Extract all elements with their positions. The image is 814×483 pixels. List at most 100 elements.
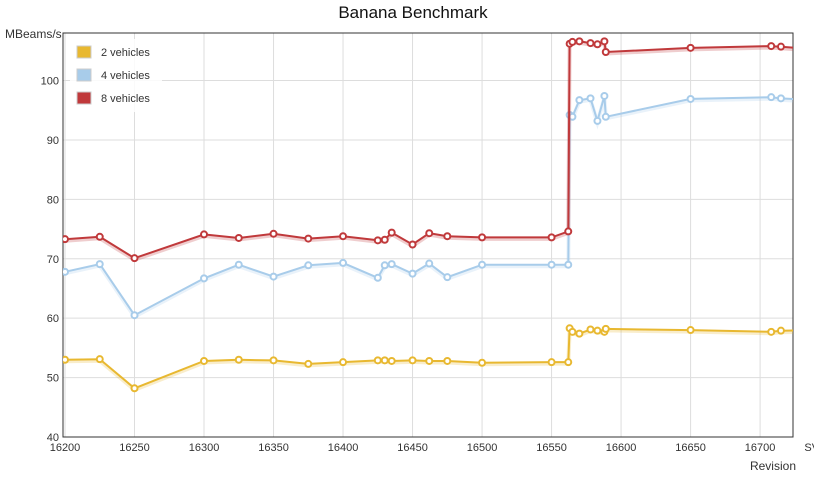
data-point xyxy=(575,96,584,105)
data-point xyxy=(269,356,278,365)
data-point xyxy=(586,94,595,103)
x-tick-label: 16600 xyxy=(606,442,637,454)
legend-label: 4 vehicles xyxy=(101,70,150,82)
y-tick-label: 90 xyxy=(47,135,59,147)
x-tick-label: 16500 xyxy=(467,442,498,454)
data-point xyxy=(387,260,396,269)
data-point xyxy=(686,43,695,52)
x-axis-ticks: 16200 16250 16300 16350 16400 16450 16500 16550… xyxy=(50,442,814,454)
data-point xyxy=(234,355,243,364)
data-point xyxy=(443,356,452,365)
data-point xyxy=(776,326,785,335)
y-axis-ticks: 40 50 60 70 80 90 100 xyxy=(41,76,59,444)
data-point xyxy=(387,356,396,365)
data-point xyxy=(63,235,69,244)
series-layer xyxy=(63,37,793,393)
series-8-vehicles xyxy=(63,37,793,263)
x-tick-label: 16200 xyxy=(50,442,81,454)
data-point xyxy=(408,269,417,278)
x-tick-label: 16700 xyxy=(745,442,776,454)
series-shadow xyxy=(64,96,793,320)
data-point xyxy=(575,37,584,46)
data-point xyxy=(373,236,382,245)
y-tick-label: 60 xyxy=(47,313,59,325)
data-point xyxy=(478,233,487,242)
y-tick-label: 100 xyxy=(41,76,59,88)
legend-swatch xyxy=(76,68,92,82)
data-point xyxy=(95,232,104,241)
data-point xyxy=(425,356,434,365)
series-4-vehicles xyxy=(63,91,793,320)
data-point xyxy=(547,233,556,242)
data-point xyxy=(304,234,313,243)
data-point xyxy=(387,228,396,237)
data-point xyxy=(425,229,434,238)
data-point xyxy=(130,254,139,263)
chart-title: Banana Benchmark xyxy=(338,3,488,22)
y-axis-title: MBeams/s xyxy=(5,27,62,41)
data-point xyxy=(547,358,556,367)
data-point xyxy=(339,258,348,267)
data-point xyxy=(564,260,573,269)
data-point xyxy=(443,273,452,282)
data-point xyxy=(478,358,487,367)
data-point xyxy=(269,229,278,238)
legend-swatch xyxy=(76,91,92,105)
legend-label: 2 vehicles xyxy=(101,47,150,59)
data-point xyxy=(95,355,104,364)
data-point xyxy=(408,240,417,249)
data-point xyxy=(380,356,389,365)
series-line xyxy=(64,39,793,260)
data-point xyxy=(586,325,595,334)
series-shadow xyxy=(64,324,793,393)
y-tick-label: 40 xyxy=(47,432,59,444)
x-tick-label: 16550 xyxy=(536,442,567,454)
x-axis-title: Revision xyxy=(750,459,796,473)
data-point xyxy=(593,326,602,335)
data-point xyxy=(304,359,313,368)
x-tick-label: SVN xyxy=(804,442,814,454)
data-point xyxy=(568,327,577,336)
data-point xyxy=(200,356,209,365)
data-point xyxy=(200,274,209,283)
data-point xyxy=(304,261,313,270)
data-point xyxy=(443,232,452,241)
data-point xyxy=(600,91,609,100)
data-point xyxy=(130,311,139,320)
data-point xyxy=(339,358,348,367)
data-point xyxy=(380,235,389,244)
data-point xyxy=(547,260,556,269)
data-point xyxy=(776,94,785,103)
data-point xyxy=(601,48,610,57)
data-point xyxy=(586,39,595,48)
data-point xyxy=(575,329,584,338)
data-point xyxy=(234,233,243,242)
data-point xyxy=(234,260,243,269)
data-point xyxy=(601,112,610,121)
data-point xyxy=(373,273,382,282)
data-point xyxy=(130,384,139,393)
data-point xyxy=(373,356,382,365)
series-shadow xyxy=(64,39,793,262)
legend-swatch xyxy=(76,45,92,59)
series-line xyxy=(64,95,793,317)
data-point xyxy=(200,230,209,239)
x-tick-label: 16300 xyxy=(189,442,220,454)
data-point xyxy=(564,358,573,367)
y-tick-label: 70 xyxy=(47,254,59,266)
data-point xyxy=(425,259,434,268)
plot-area xyxy=(62,32,794,438)
x-tick-label: 16350 xyxy=(258,442,289,454)
data-point xyxy=(593,116,602,125)
data-point xyxy=(564,227,573,236)
data-point xyxy=(776,42,785,51)
data-point xyxy=(63,267,69,276)
legend: 2 vehicles 4 vehicles 8 vehicles xyxy=(70,39,162,112)
data-point xyxy=(478,260,487,269)
data-point xyxy=(269,272,278,281)
x-tick-label: 16250 xyxy=(119,442,150,454)
data-point xyxy=(767,93,776,102)
data-point xyxy=(600,37,609,46)
data-point xyxy=(568,37,577,46)
